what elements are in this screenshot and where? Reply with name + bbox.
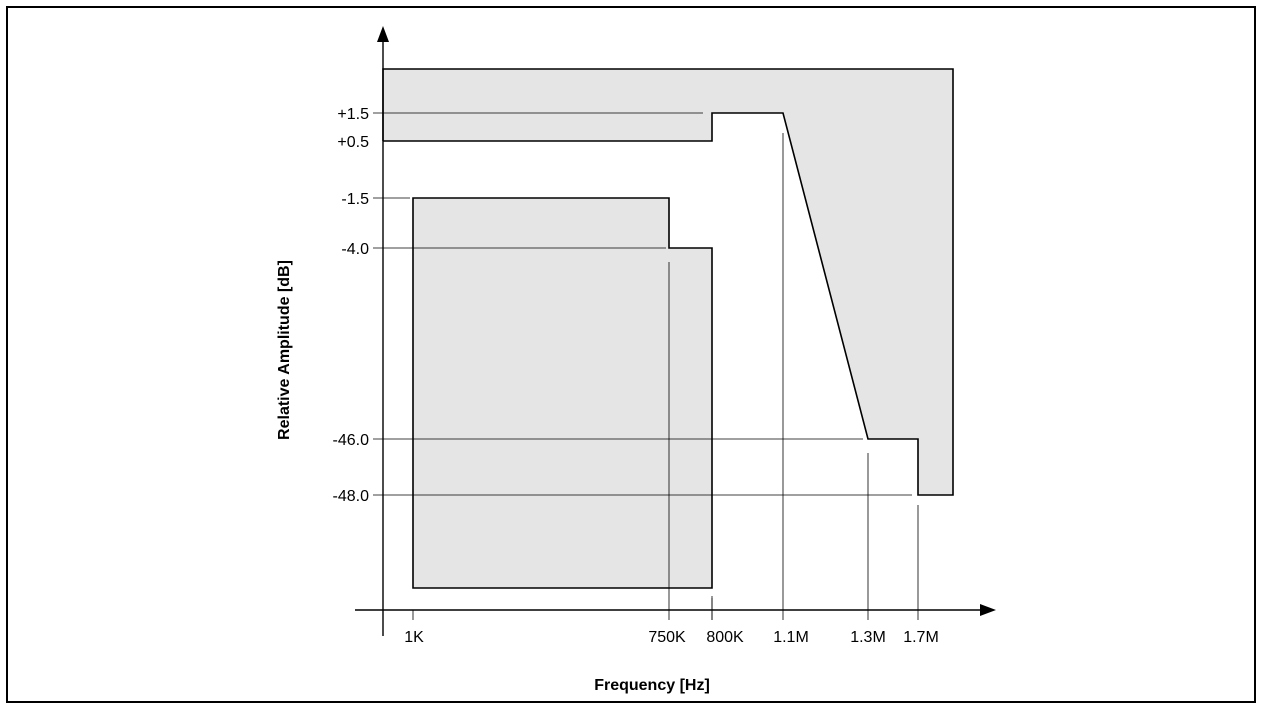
y-tick-label: -48.0 [333, 488, 370, 505]
x-tick-label: 1.3M [850, 629, 886, 646]
lower-mask-fill [413, 198, 712, 588]
x-tick-label: 800K [706, 629, 744, 646]
y-tick-label: +0.5 [337, 134, 369, 151]
mask-fills [383, 69, 953, 588]
x-tick-label: 1.7M [903, 629, 939, 646]
x-tick-label: 750K [648, 629, 686, 646]
x-axis-title: Frequency [Hz] [594, 677, 710, 694]
mask-outlines [382, 68, 954, 589]
y-tick-label: -46.0 [333, 432, 370, 449]
y-tick-labels: +1.5 +0.5 -1.5 -4.0 -46.0 -48.0 [333, 106, 370, 505]
x-tick-labels: 1K 750K 800K 1.1M 1.3M 1.7M [404, 629, 939, 646]
y-axis-title: Relative Amplitude [dB] [276, 260, 293, 440]
upper-mask-fill [383, 69, 953, 495]
x-tick-label: 1.1M [773, 629, 809, 646]
upper-mask-outline [382, 68, 954, 496]
y-tick-label: -4.0 [341, 241, 369, 258]
axes [355, 26, 996, 636]
y-axis-arrow [377, 26, 389, 42]
lower-mask-outline [412, 197, 713, 589]
x-tick-label: 1K [404, 629, 424, 646]
y-tick-label: -1.5 [341, 191, 369, 208]
y-tick-label: +1.5 [337, 106, 369, 123]
guide-lines [373, 112, 919, 620]
x-axis-arrow [980, 604, 996, 616]
